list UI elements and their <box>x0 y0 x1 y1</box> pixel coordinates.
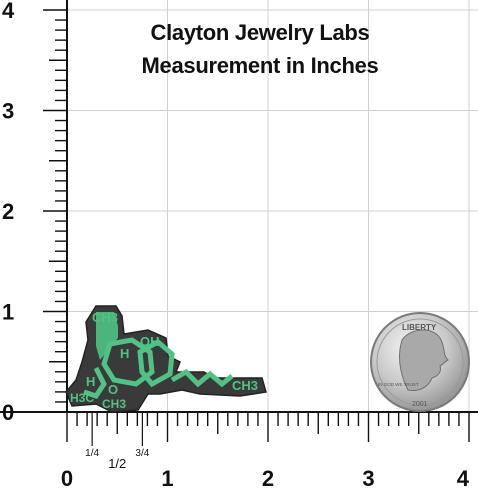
ruler-y-label: 3 <box>2 99 14 124</box>
ruler-x-label: 1 <box>161 466 173 488</box>
ruler-y-label: 4 <box>2 0 15 23</box>
ruler-y-label: 0 <box>2 400 14 425</box>
pin-label-o: O <box>108 382 118 397</box>
coin-motto: IN GOD WE TRUST <box>378 382 419 387</box>
pin-label-ch3-tail: CH3 <box>232 378 258 393</box>
ruler-y-label: 2 <box>2 199 14 224</box>
ruler-x-label: 4 <box>457 466 470 488</box>
ruler-x-label: 0 <box>61 466 73 488</box>
pin-label-h-bottom: H <box>86 374 95 389</box>
ruler-fraction-label: 1/2 <box>108 456 126 471</box>
thc-molecule-pin: CH3 H OH H O H3C CH3 CH3 <box>66 306 266 412</box>
pin-label-ch3-bottom: CH3 <box>102 397 126 411</box>
pin-label-h3c: H3C <box>70 391 94 405</box>
ruler-x-label: 2 <box>262 466 274 488</box>
ruler-x-label: 3 <box>362 466 374 488</box>
pin-label-oh: OH <box>140 334 160 349</box>
ruler-y-label: 1 <box>2 300 14 325</box>
coin-year: 2001 <box>412 401 428 408</box>
ruler-fraction-label: 3/4 <box>135 448 149 459</box>
pin-label-h-top: H <box>120 346 129 361</box>
ruler-fraction-label: 1/4 <box>85 448 99 459</box>
title-line-2: Measurement in Inches <box>60 53 460 79</box>
coin-liberty: LIBERTY <box>402 323 437 332</box>
quarter-coin: LIBERTY IN GOD WE TRUST 2001 <box>371 313 469 411</box>
pin-label-ch3-top: CH3 <box>92 310 118 325</box>
title-line-1: Clayton Jewelry Labs <box>60 20 460 46</box>
